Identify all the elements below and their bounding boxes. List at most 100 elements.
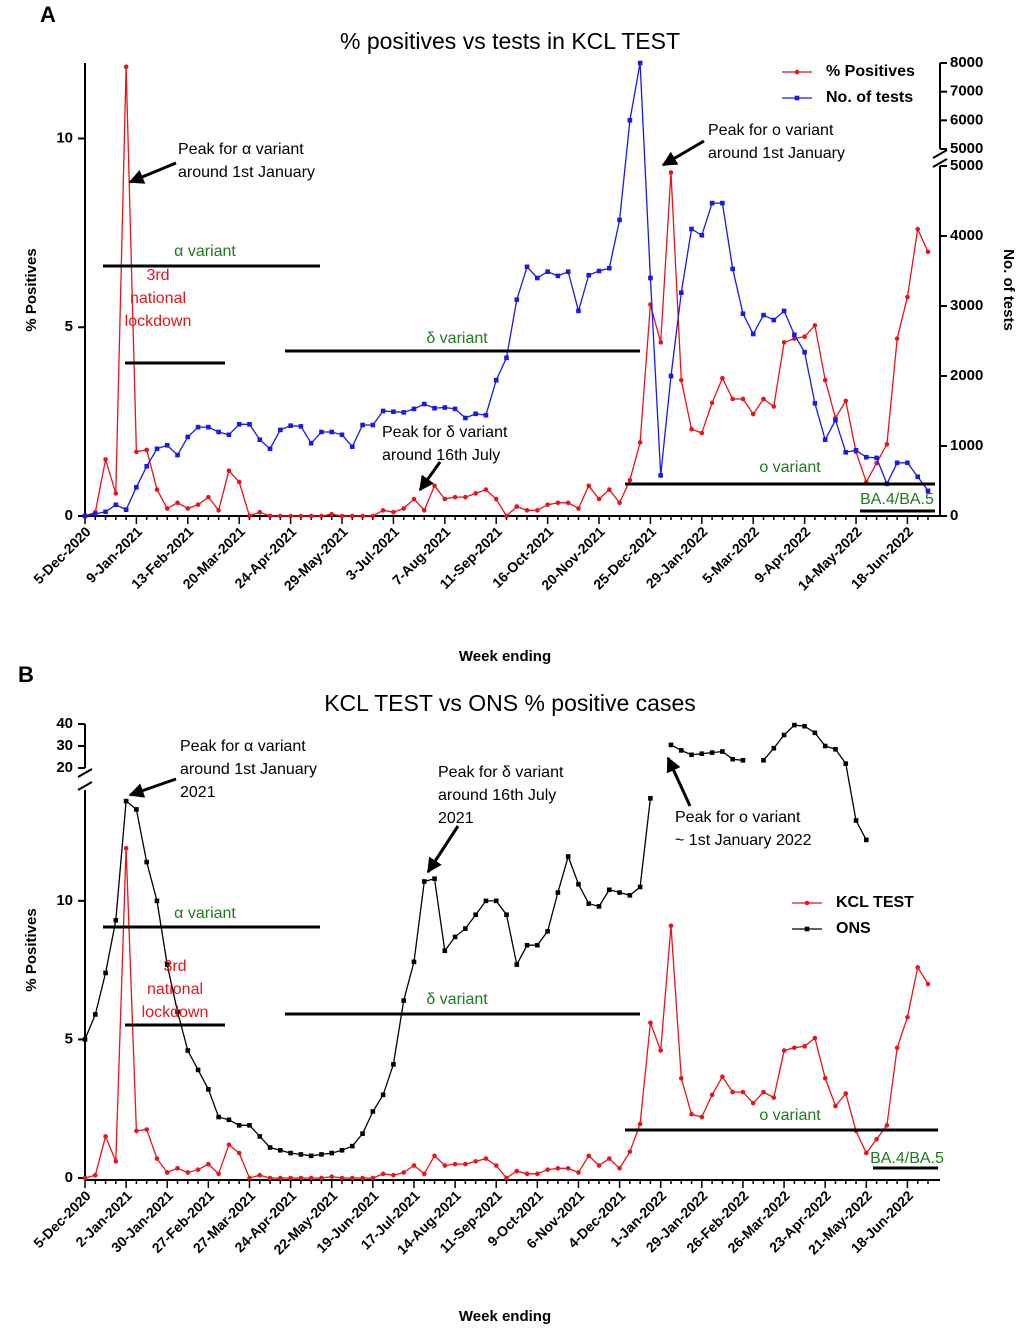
- point: [689, 1111, 694, 1117]
- point: [843, 761, 849, 766]
- point: [226, 1142, 232, 1148]
- point: [206, 1087, 211, 1092]
- point: [514, 1168, 520, 1174]
- point: [288, 513, 293, 519]
- point: [298, 1152, 304, 1157]
- point: [678, 1075, 684, 1081]
- point: [668, 170, 674, 175]
- annotation-arrow: [128, 777, 177, 798]
- annotation: δ variant: [426, 330, 488, 347]
- point: [781, 340, 787, 345]
- annotation-arrow: [426, 825, 460, 874]
- point: [154, 898, 160, 904]
- point: [689, 426, 694, 432]
- point: [442, 496, 448, 502]
- point: [349, 444, 355, 449]
- point: [421, 1171, 427, 1177]
- point: [802, 349, 807, 355]
- point: [370, 513, 376, 519]
- panel-label: A: [40, 2, 56, 27]
- point: [442, 405, 448, 410]
- point: [699, 233, 705, 238]
- point: [144, 1127, 149, 1132]
- annotation: Peak for δ variant: [438, 764, 564, 781]
- point: [627, 118, 633, 123]
- annotation: around 1st January: [708, 145, 845, 162]
- point: [740, 396, 746, 402]
- point: [195, 502, 201, 507]
- point: [103, 457, 108, 462]
- point: [164, 443, 170, 448]
- point: [319, 513, 324, 519]
- point: [391, 1062, 396, 1067]
- y2-tick-label: 7000: [950, 83, 983, 100]
- series-line: [84, 798, 652, 1157]
- point: [185, 1048, 191, 1053]
- point: [535, 275, 540, 281]
- point: [524, 942, 530, 948]
- point: [123, 507, 129, 512]
- point: [185, 1170, 191, 1175]
- y2-tick-label: 1000: [950, 437, 983, 454]
- point: [740, 311, 746, 316]
- y2-tick-label: 3000: [950, 297, 983, 314]
- point: [226, 468, 232, 474]
- point: [720, 749, 725, 754]
- x-axis-title: Week ending: [459, 648, 551, 665]
- y-tick-label: 5: [65, 1030, 73, 1047]
- point: [535, 508, 540, 513]
- point: [391, 509, 396, 515]
- point: [504, 355, 509, 361]
- point: [288, 1150, 293, 1156]
- point: [833, 747, 838, 752]
- point: [103, 509, 108, 515]
- point: [884, 1123, 890, 1128]
- point: [452, 1161, 458, 1167]
- point: [391, 1172, 396, 1178]
- y-tick-label: 40: [56, 715, 73, 732]
- y2-tick-label: 2000: [950, 367, 983, 384]
- annotation: 3rd: [163, 958, 186, 975]
- point: [308, 1175, 314, 1181]
- point: [380, 1092, 386, 1098]
- point: [709, 400, 715, 406]
- point: [391, 409, 396, 414]
- point: [627, 1149, 633, 1154]
- point: [319, 1152, 324, 1157]
- point: [247, 513, 252, 519]
- point: [750, 411, 756, 417]
- point: [709, 200, 715, 206]
- point: [329, 429, 335, 435]
- annotation: around 1st January: [178, 164, 315, 181]
- annotation: national: [130, 290, 186, 307]
- point: [812, 1035, 818, 1041]
- y2-axis-title: No. of tests: [1000, 249, 1017, 331]
- y2-tick-label: 4000: [950, 227, 983, 244]
- y-tick-label: 0: [65, 1169, 73, 1186]
- point: [349, 513, 355, 519]
- point: [668, 742, 674, 748]
- annotation: 3rd: [146, 267, 169, 284]
- legend-marker: [794, 95, 800, 101]
- point: [483, 898, 489, 904]
- point: [689, 752, 694, 758]
- point: [864, 1150, 869, 1156]
- annotation: lockdown: [125, 313, 192, 330]
- point: [370, 422, 376, 428]
- point: [555, 1166, 561, 1171]
- point: [339, 432, 345, 438]
- point: [144, 447, 149, 453]
- point: [473, 912, 478, 918]
- point: [298, 1175, 304, 1181]
- point: [103, 970, 108, 976]
- point: [175, 452, 180, 458]
- point: [463, 415, 468, 421]
- point: [288, 423, 293, 428]
- point: [648, 275, 653, 281]
- point: [267, 1175, 273, 1181]
- point: [483, 1156, 489, 1161]
- point: [401, 998, 406, 1003]
- annotation: 2021: [180, 784, 216, 801]
- point: [247, 1175, 252, 1181]
- y-tick-label: 5: [65, 318, 73, 335]
